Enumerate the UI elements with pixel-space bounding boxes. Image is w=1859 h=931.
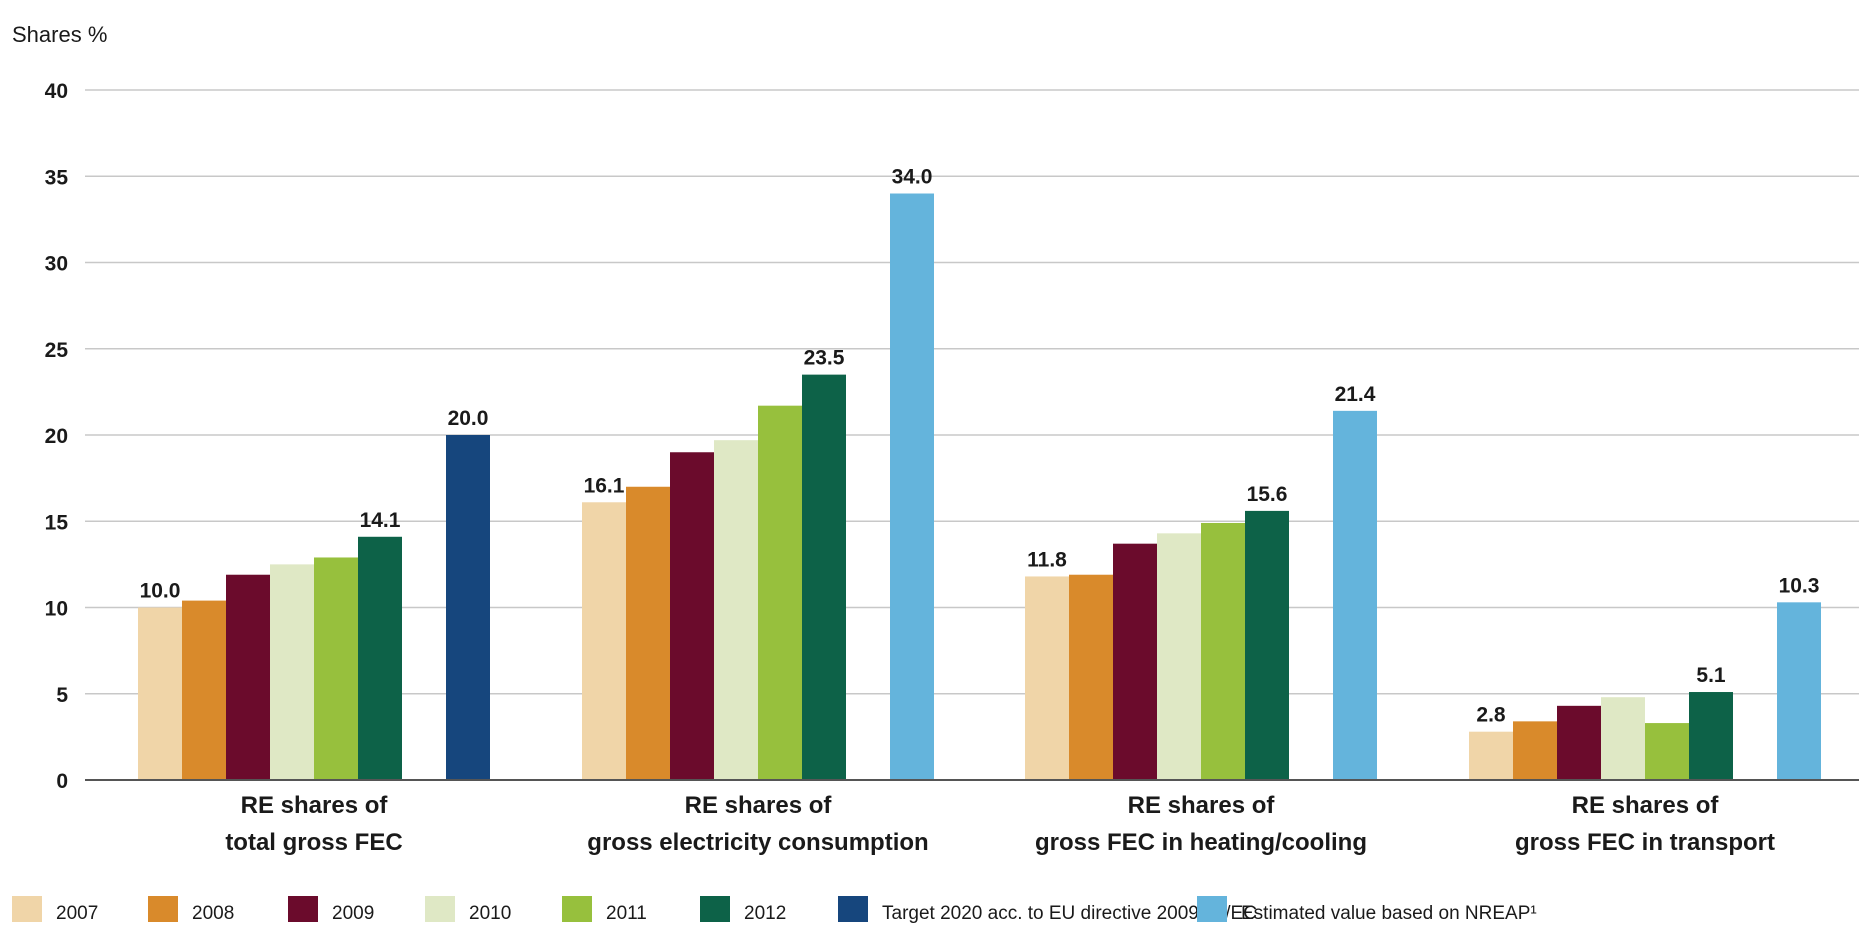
- bar: [314, 557, 358, 780]
- bar: [802, 374, 846, 780]
- legend-label: 2012: [744, 903, 786, 924]
- data-label: 10.0: [140, 580, 181, 603]
- data-label: 34.0: [892, 166, 933, 189]
- y-tick-label: 40: [45, 80, 68, 103]
- legend-swatch: [12, 896, 42, 922]
- bar: [1513, 721, 1557, 780]
- bar: [1689, 692, 1733, 780]
- bars: [138, 193, 1821, 780]
- y-tick-label: 35: [45, 166, 69, 189]
- bar: [1645, 723, 1689, 780]
- category-label: gross electricity consumption: [587, 829, 928, 856]
- bar: [582, 502, 626, 780]
- bar: [758, 405, 802, 780]
- bar: [182, 600, 226, 780]
- bar: [270, 564, 314, 780]
- data-label: 2.8: [1476, 704, 1506, 727]
- data-label: 15.6: [1247, 483, 1288, 506]
- y-tick-label: 20: [45, 425, 68, 448]
- bar: [626, 486, 670, 780]
- data-label: 11.8: [1027, 548, 1067, 571]
- legend-swatch: [288, 896, 318, 922]
- category-label: gross FEC in heating/cooling: [1035, 829, 1367, 856]
- bar: [138, 607, 182, 780]
- data-label: 20.0: [448, 407, 489, 430]
- legend-label: 2009: [332, 903, 374, 924]
- y-tick-label: 15: [45, 511, 69, 534]
- y-axis-ticks: 0 5 10 15 20 25 30 35 40: [45, 80, 69, 793]
- category-labels: RE shares of total gross FEC RE shares of g…: [225, 792, 1775, 856]
- bar: [1601, 697, 1645, 780]
- data-label: 23.5: [804, 347, 845, 370]
- bar: [226, 574, 270, 780]
- data-label: 5.1: [1696, 664, 1726, 687]
- category-label: total gross FEC: [225, 829, 402, 856]
- legend-swatch: [838, 896, 868, 922]
- bar: [714, 440, 758, 780]
- bar: [670, 452, 714, 780]
- legend: 2007 2008 2009 2010 2011 2012 Target 2020 acc.…: [12, 896, 1537, 924]
- bar: [1025, 576, 1069, 780]
- y-tick-label: 10: [45, 598, 68, 621]
- y-tick-label: 0: [56, 770, 68, 793]
- bar: [890, 193, 934, 780]
- legend-label: 2011: [606, 903, 647, 924]
- bar: [1777, 602, 1821, 780]
- category-label: RE shares of: [685, 792, 833, 819]
- y-axis-title: Shares %: [12, 22, 107, 47]
- data-label: 14.1: [360, 509, 401, 532]
- category-label: RE shares of: [1572, 792, 1720, 819]
- legend-label: 2008: [192, 903, 234, 924]
- bar: [1113, 543, 1157, 780]
- legend-swatch: [700, 896, 730, 922]
- bar: [1469, 731, 1513, 780]
- category-label: RE shares of: [1128, 792, 1276, 819]
- y-tick-label: 30: [45, 253, 68, 276]
- legend-label: 2007: [56, 903, 98, 924]
- legend-swatch: [148, 896, 178, 922]
- legend-label: Estimated value based on NREAP¹: [1241, 903, 1537, 924]
- bar: [1557, 705, 1601, 780]
- legend-swatch: [425, 896, 455, 922]
- category-label: RE shares of: [241, 792, 389, 819]
- data-label: 21.4: [1335, 383, 1376, 406]
- y-tick-label: 5: [56, 684, 68, 707]
- legend-label: 2010: [469, 903, 511, 924]
- data-label: 10.3: [1779, 574, 1820, 597]
- bar: [1157, 533, 1201, 780]
- legend-swatch: [1197, 896, 1227, 922]
- bar: [446, 435, 490, 780]
- bar: [1201, 522, 1245, 780]
- data-label: 16.1: [584, 474, 625, 497]
- data-labels: 10.0 14.1 20.0 16.1 23.5 34.0 11.8 15.6 21.4 2.8 5…: [140, 166, 1820, 727]
- bar: [1245, 510, 1289, 780]
- bar: [1333, 410, 1377, 780]
- bar: [1069, 574, 1113, 780]
- category-label: gross FEC in transport: [1515, 829, 1775, 856]
- y-tick-label: 25: [45, 339, 69, 362]
- legend-label: Target 2020 acc. to EU directive 2009/28…: [882, 903, 1257, 924]
- bar: [358, 536, 402, 780]
- legend-swatch: [562, 896, 592, 922]
